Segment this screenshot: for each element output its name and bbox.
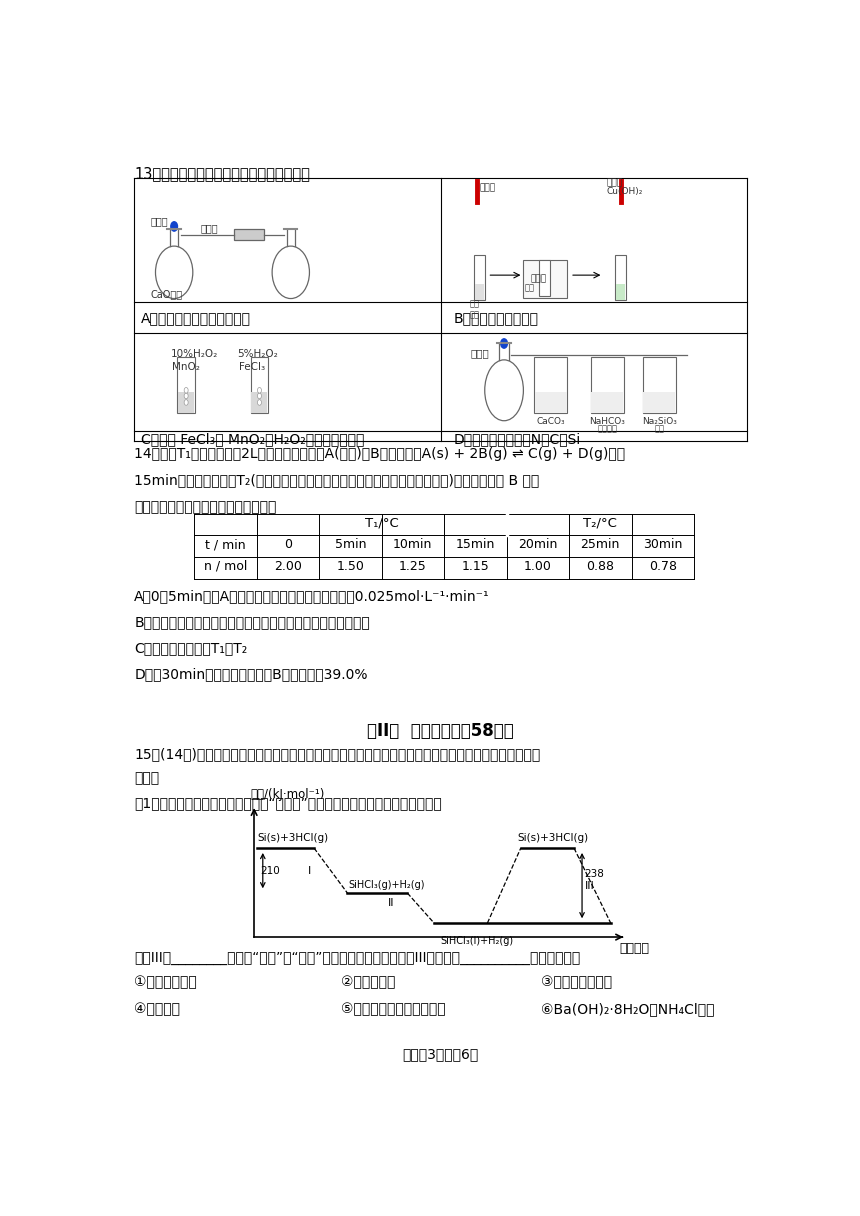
Text: 第II卷  非选择题（內58分）: 第II卷 非选择题（內58分） — [367, 722, 514, 739]
Text: 试卷第3页，兲6页: 试卷第3页，兲6页 — [402, 1048, 479, 1062]
Circle shape — [257, 393, 261, 399]
Text: Si(s)+3HCl(g): Si(s)+3HCl(g) — [518, 833, 588, 844]
Text: T₂/°C: T₂/°C — [583, 517, 617, 530]
Text: ③金属钓与水反应: ③金属钓与水反应 — [541, 975, 611, 990]
FancyBboxPatch shape — [524, 260, 567, 298]
Text: A．0～5min，用A表示该反应的平均化学反应速率为0.025mol·L⁻¹·min⁻¹: A．0～5min，用A表示该反应的平均化学反应速率为0.025mol·L⁻¹·m… — [134, 589, 490, 603]
Circle shape — [184, 388, 188, 393]
Text: T₁/°C: T₁/°C — [365, 517, 398, 530]
Text: 浓硝酸: 浓硝酸 — [470, 348, 489, 359]
Bar — [616, 255, 626, 300]
Text: Cu(OH)₂: Cu(OH)₂ — [606, 187, 642, 196]
Text: 问题。: 问题。 — [134, 771, 159, 786]
Text: 冷却后: 冷却后 — [530, 274, 546, 283]
Text: 热水: 热水 — [525, 283, 535, 293]
Text: 反应III为________（选填“吸热”或“放热”）反应，能量变化与反应III相同的是__________（填序号）。: 反应III为________（选填“吸热”或“放热”）反应，能量变化与反应III… — [134, 951, 580, 966]
Bar — [616, 283, 625, 300]
Bar — [251, 393, 267, 412]
Circle shape — [501, 339, 507, 348]
Bar — [591, 356, 624, 412]
Text: 238: 238 — [584, 869, 604, 879]
Text: 能量/(kJ·mol⁻¹): 能量/(kJ·mol⁻¹) — [251, 788, 325, 801]
Text: 2.00: 2.00 — [274, 559, 302, 573]
Bar — [643, 393, 675, 412]
Text: 13．下列装置或操作一定能达到实验目的是: 13．下列装置或操作一定能达到实验目的是 — [134, 167, 310, 181]
Text: 10%H₂O₂: 10%H₂O₂ — [171, 349, 218, 359]
Text: C．由表中数据可知T₁＞T₂: C．由表中数据可知T₁＞T₂ — [134, 641, 248, 655]
Text: SiHCl₃(g)+H₂(g): SiHCl₃(g)+H₂(g) — [349, 880, 426, 890]
Text: 新制的: 新制的 — [606, 179, 622, 187]
Text: 质的量如下表所示。下列说法正确的是: 质的量如下表所示。下列说法正确的是 — [134, 500, 277, 514]
Text: 5%H₂O₂: 5%H₂O₂ — [237, 349, 279, 359]
Circle shape — [184, 393, 188, 399]
Bar — [475, 283, 484, 300]
Text: 20min: 20min — [518, 539, 557, 551]
Text: （1）硅是太阳能电池的重要材料，“精炼硅”反应历程中的能量变化如下图所示：: （1）硅是太阳能电池的重要材料，“精炼硅”反应历程中的能量变化如下图所示： — [134, 795, 442, 810]
Text: n / mol: n / mol — [204, 559, 247, 573]
Text: Na₂SiO₃: Na₂SiO₃ — [642, 417, 677, 427]
Text: 1.00: 1.00 — [524, 559, 552, 573]
Text: FeCl₃: FeCl₃ — [239, 362, 265, 372]
Text: II: II — [388, 897, 394, 908]
Text: MnO₂: MnO₂ — [172, 362, 200, 372]
Text: 碱石灰: 碱石灰 — [201, 224, 218, 233]
Text: D．若30min时反应达到平衡，B的转化率为39.0%: D．若30min时反应达到平衡，B的转化率为39.0% — [134, 668, 368, 681]
Bar — [534, 356, 568, 412]
Bar — [177, 356, 195, 412]
Text: 1.15: 1.15 — [462, 559, 489, 573]
Ellipse shape — [485, 360, 524, 421]
Text: 稀硫酸: 稀硫酸 — [479, 184, 495, 192]
Text: 反应过程: 反应过程 — [619, 942, 649, 955]
Text: 溶液: 溶液 — [654, 424, 665, 433]
Text: 25min: 25min — [580, 539, 620, 551]
Bar — [539, 260, 550, 295]
Text: 15min时，温度调整到T₂(忽略调整温度时所用的时间且反应中没有使用催化剂)。测得各时刻 B 的物: 15min时，温度调整到T₂(忽略调整温度时所用的时间且反应中没有使用催化剂)。… — [134, 474, 539, 488]
Bar — [535, 393, 567, 412]
Text: D．验证非金属性：N＞C＞Si: D．验证非金属性：N＞C＞Si — [454, 433, 581, 446]
Text: 0.78: 0.78 — [648, 559, 677, 573]
Text: C．比较 FeCl₃和 MnO₂对H₂O₂分解的催化效果: C．比较 FeCl₃和 MnO₂对H₂O₂分解的催化效果 — [141, 433, 364, 446]
Text: 0: 0 — [284, 539, 292, 551]
Text: 0.88: 0.88 — [587, 559, 614, 573]
Text: Si(s)+3HCl(g): Si(s)+3HCl(g) — [257, 833, 329, 844]
Text: I: I — [308, 866, 310, 876]
Circle shape — [184, 400, 188, 405]
Text: 15min: 15min — [456, 539, 495, 551]
Text: A．制备并收集少量干燥氨气: A．制备并收集少量干燥氨气 — [141, 311, 251, 325]
Bar — [251, 356, 268, 412]
Circle shape — [257, 388, 261, 393]
Text: 淀粉
溶液: 淀粉 溶液 — [470, 299, 479, 319]
Text: SiHCl₃(l)+H₂(g): SiHCl₃(l)+H₂(g) — [441, 936, 514, 946]
Text: ⑥Ba(OH)₂·8H₂O与NH₄Cl反应: ⑥Ba(OH)₂·8H₂O与NH₄Cl反应 — [541, 1002, 714, 1015]
Bar — [592, 393, 624, 412]
Text: 14．温度T₁时，向容积为2L的密闭容器中加入A(足量)和B，发生反应A(s) + 2B(g) ⇌ C(g) + D(g)，第: 14．温度T₁时，向容积为2L的密闭容器中加入A(足量)和B，发生反应A(s) … — [134, 447, 625, 461]
Text: B．检验淠粉是否水解: B．检验淠粉是否水解 — [454, 311, 539, 325]
Text: ①酸碱中和反应: ①酸碱中和反应 — [134, 975, 197, 990]
Text: 1.50: 1.50 — [336, 559, 365, 573]
Text: 210: 210 — [260, 866, 280, 876]
Bar — [474, 255, 485, 300]
Text: ②碳酸钙分解: ②碳酸钙分解 — [341, 975, 395, 990]
Bar — [642, 356, 676, 412]
Circle shape — [257, 400, 261, 405]
Text: CaO固体: CaO固体 — [150, 289, 183, 299]
Text: ④酒精燃烧: ④酒精燃烧 — [134, 1002, 180, 1015]
Bar — [234, 230, 264, 241]
Text: 10min: 10min — [393, 539, 433, 551]
Circle shape — [171, 221, 177, 231]
Text: NaHCO₃: NaHCO₃ — [589, 417, 625, 427]
Text: 1.25: 1.25 — [399, 559, 427, 573]
Text: 5min: 5min — [335, 539, 366, 551]
Text: III: III — [585, 880, 594, 891]
Text: t / min: t / min — [205, 539, 246, 551]
Text: B．混合气的平均相对分子质量不变时，该反应已达到平衡状态: B．混合气的平均相对分子质量不变时，该反应已达到平衡状态 — [134, 615, 370, 629]
Text: 30min: 30min — [643, 539, 683, 551]
Text: 15．(14分)化学反应在发生物质变化的同时伴随有能量的变化，是人类获取能量的重要途径，请回答下列: 15．(14分)化学反应在发生物质变化的同时伴随有能量的变化，是人类获取能量的重… — [134, 747, 540, 761]
Text: 饱和溶液: 饱和溶液 — [598, 424, 617, 433]
Text: 浓氨水: 浓氨水 — [150, 216, 169, 226]
Bar — [178, 393, 194, 412]
Text: CaCO₃: CaCO₃ — [537, 417, 565, 427]
Text: ⑤灼热的碳与二氧化碳反应: ⑤灼热的碳与二氧化碳反应 — [341, 1002, 445, 1015]
